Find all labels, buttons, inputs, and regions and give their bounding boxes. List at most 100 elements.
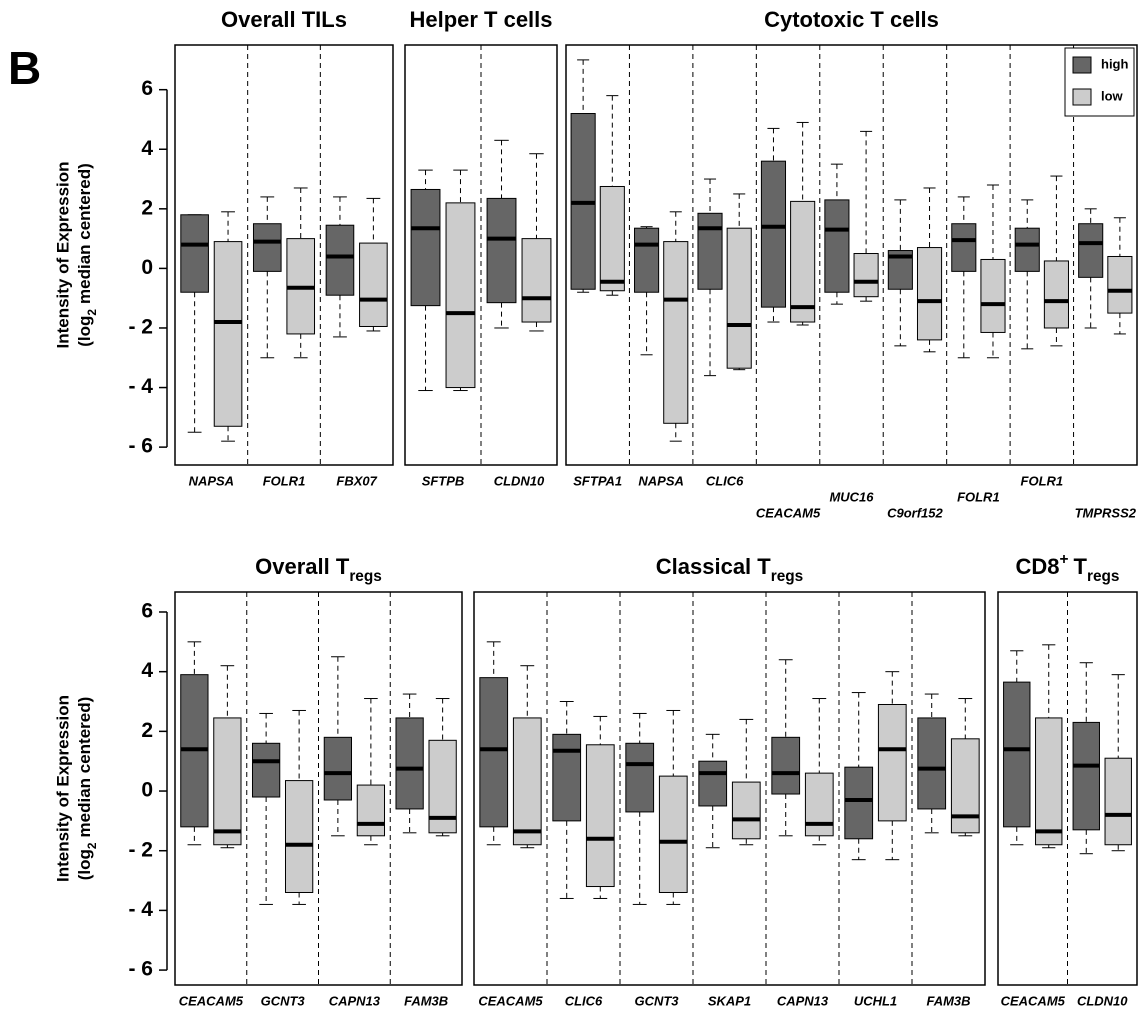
x-tick-label: SKAP1: [708, 993, 751, 1008]
box: [359, 242, 388, 327]
y-tick-label: 2: [141, 719, 153, 742]
box: [521, 238, 552, 323]
box: [790, 200, 816, 323]
box: [479, 677, 509, 828]
box: [853, 253, 879, 298]
box: [1072, 721, 1100, 831]
box: [552, 733, 582, 822]
x-tick-label: CEACAM5: [1001, 993, 1066, 1008]
box: [395, 717, 424, 810]
y-axis-label: Intensity of Expression: [53, 161, 72, 348]
legend-label: high: [1101, 56, 1128, 71]
box: [599, 185, 625, 292]
x-tick-label: CEACAM5: [478, 993, 543, 1008]
x-tick-label: FOLR1: [957, 489, 1000, 504]
box: [760, 160, 787, 308]
y-axis-label: (log2 median centered): [75, 163, 99, 347]
x-tick-label: MUC16: [829, 489, 874, 504]
box: [951, 223, 977, 272]
box: [1043, 260, 1069, 329]
y-axis-label-part: 2: [85, 309, 99, 316]
y-axis-label: (log2 median centered): [75, 697, 99, 881]
x-tick-label: FAM3B: [404, 993, 448, 1008]
box: [877, 703, 907, 822]
panel-frame: [174, 44, 394, 466]
box: [1107, 255, 1133, 314]
box: [486, 197, 517, 304]
box: [356, 784, 386, 837]
box: [1003, 681, 1031, 828]
panel-title-part: Overall TILs: [221, 7, 347, 32]
x-tick-label: FOLR1: [263, 473, 306, 488]
y-axis-label-part: median centered): [75, 697, 94, 838]
y-tick-label: 0: [141, 779, 153, 802]
panel-title-part: Overall T: [255, 554, 350, 579]
box: [585, 744, 615, 888]
x-tick-label: CLDN10: [494, 473, 545, 488]
box: [284, 780, 314, 893]
x-tick-label: FAM3B: [926, 993, 970, 1008]
x-tick-label: C9orf152: [887, 505, 943, 520]
box: [916, 247, 943, 341]
box: [251, 742, 281, 798]
y-tick-label: - 4: [128, 898, 153, 921]
panel-title-part: regs: [349, 568, 382, 585]
y-tick-label: 4: [141, 137, 153, 160]
box: [980, 258, 1006, 333]
x-tick-label: CAPN13: [777, 993, 829, 1008]
box: [1078, 223, 1104, 278]
x-tick-label: CEACAM5: [756, 505, 821, 520]
legend-swatch: [1072, 56, 1092, 74]
panel-title: Cytotoxic T cells: [764, 7, 939, 32]
y-axis-label-part: (log: [75, 849, 94, 880]
box: [325, 224, 355, 296]
box: [726, 227, 752, 369]
box: [213, 241, 243, 427]
box: [917, 717, 947, 810]
x-tick-label: NAPSA: [638, 473, 684, 488]
panel-title-part: T: [1074, 554, 1088, 579]
x-tick-label: TMPRSS2: [1075, 505, 1137, 520]
box: [512, 717, 542, 846]
panel-title: Classical Tregs: [656, 554, 803, 585]
box: [658, 775, 688, 893]
panel-title-part: Cytotoxic T cells: [764, 7, 939, 32]
box: [323, 736, 353, 801]
box: [824, 199, 850, 293]
x-tick-label: CEACAM5: [179, 993, 244, 1008]
y-tick-label: - 4: [128, 375, 153, 398]
x-tick-label: GCNT3: [261, 993, 306, 1008]
y-tick-label: 6: [141, 600, 153, 623]
legend-label: low: [1101, 88, 1124, 103]
legend-swatch: [1072, 88, 1092, 106]
y-tick-label: - 2: [128, 316, 153, 339]
panel-label: B: [8, 42, 41, 94]
x-tick-label: GCNT3: [634, 993, 679, 1008]
box: [844, 766, 874, 840]
box: [950, 738, 980, 834]
panel-title-part: regs: [1087, 568, 1120, 585]
panel-title-part: CD8: [1016, 554, 1060, 579]
y-axis-label-part: 2: [85, 842, 99, 849]
x-tick-label: CAPN13: [329, 993, 381, 1008]
panel-frame: [565, 44, 1138, 466]
x-tick-label: NAPSA: [189, 473, 235, 488]
y-tick-label: 4: [141, 659, 153, 682]
x-tick-label: CLIC6: [706, 473, 744, 488]
panel-title-part: +: [1060, 551, 1069, 568]
x-tick-label: SFTPB: [422, 473, 465, 488]
box: [180, 214, 209, 293]
x-tick-label: SFTPA1: [573, 473, 622, 488]
x-tick-label: FOLR1: [1021, 473, 1064, 488]
box: [252, 223, 282, 272]
box: [213, 717, 242, 846]
y-tick-label: 0: [141, 256, 153, 279]
panel-title-part: Helper T cells: [409, 7, 552, 32]
box: [625, 742, 655, 813]
box: [663, 241, 689, 424]
panel-title-part: Classical T: [656, 554, 772, 579]
y-tick-label: - 2: [128, 838, 153, 861]
panel-title: Helper T cells: [409, 7, 552, 32]
box: [1035, 717, 1063, 846]
x-tick-label: CLDN10: [1077, 993, 1128, 1008]
